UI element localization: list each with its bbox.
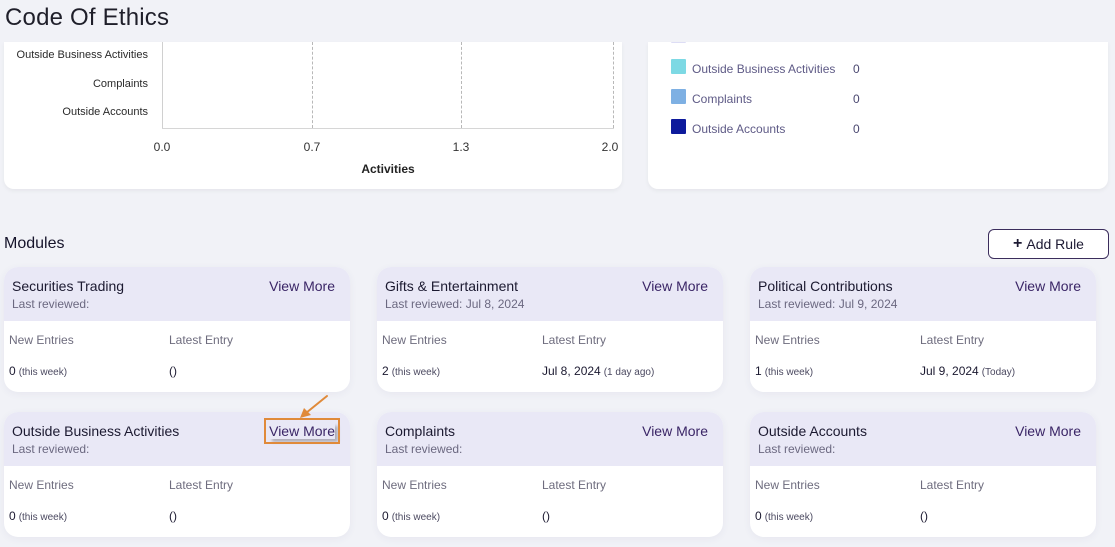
module-card-body: New Entries Latest Entry 2 (this week) Ju… [377,321,723,392]
legend-item: Political Contributions 0 [671,42,860,46]
page-title: Code Of Ethics [5,4,170,31]
x-axis-line [162,128,614,129]
view-more-link[interactable]: View More [1015,423,1081,439]
x-tick: 1.3 [452,140,470,154]
latest-entry-label: Latest Entry [920,478,985,492]
new-entries-label: New Entries [9,333,74,347]
module-name: Gifts & Entertainment [385,278,519,294]
module-card-header: Complaints Last reviewed: View More [377,412,723,466]
chart-legend: Political Contributions 0 Outside Busine… [648,42,1108,189]
module-name: Securities Trading [12,278,125,294]
module-card-outside-accounts: Outside Accounts Last reviewed: View Mor… [750,412,1096,537]
module-card-body: New Entries Latest Entry 0 (this week) () [4,321,350,392]
new-entries-value: 0 (this week) [9,509,68,523]
legend-item[interactable]: Outside Business Activities 0 [671,58,860,77]
latest-entry-label: Latest Entry [542,333,607,347]
latest-entry-label: Latest Entry [920,333,985,347]
view-more-link[interactable]: View More [1015,278,1081,294]
new-entries-value: 2 (this week) [382,364,441,378]
latest-entry-value: () [169,364,177,378]
last-reviewed: Last reviewed: Jul 8, 2024 [385,297,525,311]
y-axis-label: Outside Business Activities [16,49,148,61]
latest-entry-value: () [169,509,177,523]
legend-value: 0 [853,42,860,45]
module-card-securities-trading: Securities Trading Last reviewed: View M… [4,267,350,392]
new-entries-value: 1 (this week) [755,364,814,378]
latest-entry-value: () [920,509,928,523]
grid-line [613,42,614,128]
module-card-gifts-entertainment: Gifts & Entertainment Last reviewed: Jul… [377,267,723,392]
latest-entry-label: Latest Entry [169,333,234,347]
legend-label: Political Contributions [692,42,807,45]
new-entries-value: 0 (this week) [755,509,814,523]
module-card-body: New Entries Latest Entry 1 (this week) Ju… [750,321,1096,392]
legend-value: 0 [853,122,860,136]
new-entries-value: 0 (this week) [382,509,441,523]
legend-swatch [671,42,686,43]
legend-swatch [671,118,686,134]
module-name: Political Contributions [758,278,893,294]
view-more-link[interactable]: View More [269,278,335,294]
annotation-arrow-icon [300,395,328,418]
last-reviewed: Last reviewed: [12,297,90,311]
module-card-body: New Entries Latest Entry 0 (this week) () [750,466,1096,537]
latest-entry-label: Latest Entry [169,478,234,492]
module-card-header: Political Contributions Last reviewed: J… [750,267,1096,321]
new-entries-value: 0 (this week) [9,364,68,378]
grid-line [461,42,462,128]
last-reviewed: Last reviewed: [758,442,836,456]
latest-entry-label: Latest Entry [542,478,607,492]
new-entries-label: New Entries [755,478,820,492]
module-card-outside-business-activities: Outside Business Activities Last reviewe… [4,412,350,537]
legend-label: Outside Accounts [692,122,786,136]
view-more-link[interactable]: View More [264,418,340,444]
module-card-header: Outside Accounts Last reviewed: View Mor… [750,412,1096,466]
module-card-political-contributions: Political Contributions Last reviewed: J… [750,267,1096,392]
y-axis-line [162,42,163,128]
modules-heading: Modules [4,235,65,252]
module-card-header: Outside Business Activities Last reviewe… [4,412,350,466]
legend-label: Outside Business Activities [692,62,836,76]
latest-entry-value: Jul 8, 2024 (1 day ago) [542,364,655,378]
grid-line [312,42,313,128]
new-entries-label: New Entries [9,478,74,492]
latest-entry-value: Jul 9, 2024 (Today) [920,364,1016,378]
add-rule-button[interactable]: + Add Rule [988,229,1109,259]
new-entries-label: New Entries [755,333,820,347]
y-axis-label: Outside Accounts [62,106,148,118]
x-tick: 0.7 [303,140,321,154]
legend-value: 0 [853,62,860,76]
x-tick: 0.0 [153,140,171,154]
module-card-body: New Entries Latest Entry 0 (this week) () [4,466,350,537]
new-entries-label: New Entries [382,333,447,347]
x-tick: 2.0 [601,140,619,154]
module-card-header: Gifts & Entertainment Last reviewed: Jul… [377,267,723,321]
last-reviewed: Last reviewed: Jul 9, 2024 [758,297,898,311]
legend-item[interactable]: Outside Accounts 0 [671,118,860,137]
legend-value: 0 [853,92,860,106]
module-card-header: Securities Trading Last reviewed: View M… [4,267,350,321]
view-more-link[interactable]: View More [642,423,708,439]
x-axis-title: Activities [361,162,415,176]
legend-label: Complaints [692,92,753,106]
module-card-complaints: Complaints Last reviewed: View More New … [377,412,723,537]
legend-swatch [671,88,686,104]
latest-entry-value: () [542,509,550,523]
module-card-body: New Entries Latest Entry 0 (this week) () [377,466,723,537]
view-more-link[interactable]: View More [642,278,708,294]
module-name: Complaints [385,423,456,439]
new-entries-label: New Entries [382,478,447,492]
legend-swatch [671,58,686,74]
y-axis-label: Complaints [92,78,148,90]
last-reviewed: Last reviewed: [385,442,463,456]
activities-bar-chart: Outside Business Activities Complaints O… [4,42,622,189]
add-rule-label: Add Rule [1026,236,1084,252]
legend-item[interactable]: Complaints 0 [671,88,860,107]
module-name: Outside Accounts [758,423,867,439]
module-name: Outside Business Activities [12,423,180,439]
plus-icon: + [1013,235,1023,252]
last-reviewed: Last reviewed: [12,442,90,456]
